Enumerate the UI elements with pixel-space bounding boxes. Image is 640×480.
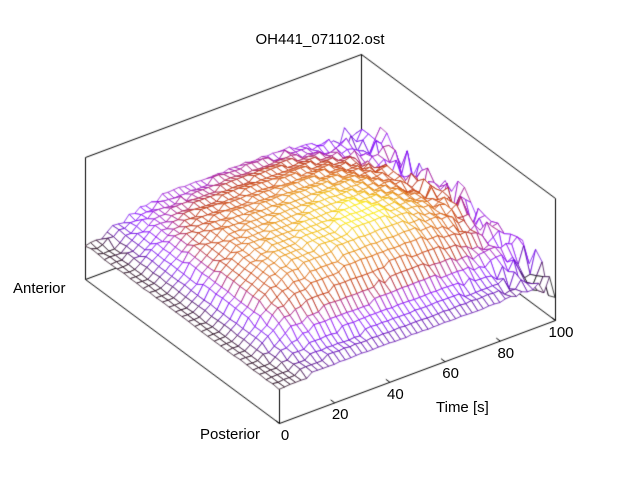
x-tick-label: 20	[331, 406, 349, 424]
y-axis-label-anterior: Anterior	[13, 280, 66, 297]
x-axis-label: Time [s]	[436, 399, 489, 416]
x-tick-label: 40	[387, 385, 404, 403]
y-axis-label-posterior: Posterior	[200, 426, 261, 443]
plot-title: OH441_071102.ost	[255, 31, 385, 48]
x-tick-label: 100	[548, 324, 574, 341]
x-tick-label: 0	[280, 427, 290, 444]
x-tick-label: 80	[497, 344, 515, 362]
x-tick-label: 60	[442, 365, 459, 383]
